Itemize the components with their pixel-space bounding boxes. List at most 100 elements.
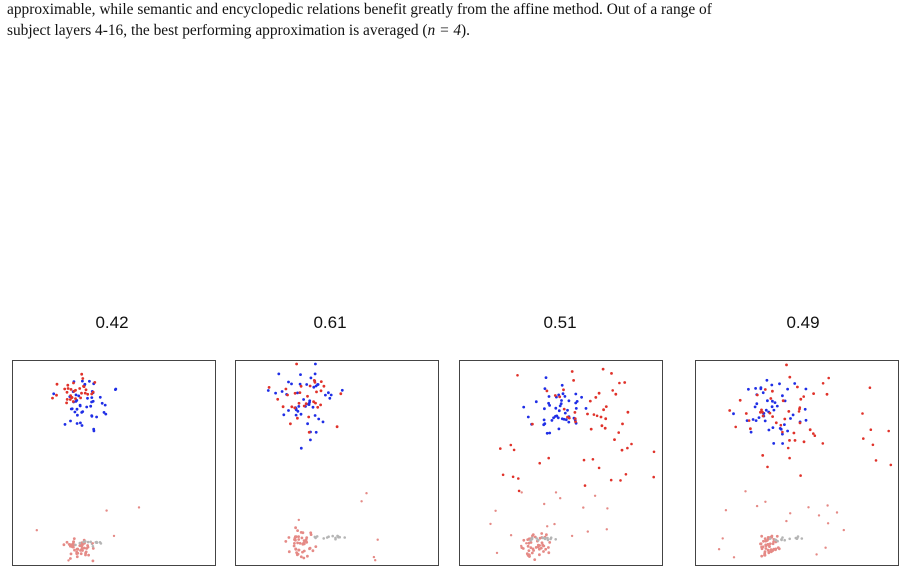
- blue-point: [90, 414, 94, 417]
- blue-point: [287, 380, 290, 384]
- gray-point: [91, 545, 95, 548]
- lower-point: [306, 554, 309, 558]
- red-point: [306, 394, 309, 398]
- blue-point: [297, 405, 301, 408]
- lower-point: [489, 522, 492, 526]
- lower-point: [765, 539, 769, 542]
- lower-point: [82, 546, 86, 550]
- lower-point: [732, 556, 736, 559]
- lower-point: [534, 546, 538, 549]
- red-point: [68, 398, 72, 401]
- lower-point: [302, 556, 306, 560]
- red-point: [308, 384, 312, 388]
- blue-point: [778, 427, 782, 430]
- red-point: [759, 410, 762, 414]
- blue-point: [103, 403, 107, 407]
- red-point: [869, 428, 873, 431]
- lower-point: [763, 537, 767, 540]
- blue-point: [755, 402, 759, 406]
- blue-point: [88, 379, 91, 383]
- red-point: [517, 477, 520, 480]
- red-point: [65, 390, 69, 394]
- blue-point: [78, 404, 82, 408]
- lower-point: [529, 541, 533, 544]
- lower-point: [763, 550, 767, 554]
- blue-point: [584, 407, 588, 410]
- lower-point: [542, 550, 545, 553]
- lower-point: [525, 542, 528, 545]
- scatter-panel-2: [235, 360, 439, 566]
- red-point: [774, 421, 778, 425]
- lower-point: [137, 506, 141, 509]
- lower-point: [305, 540, 309, 544]
- red-point: [589, 427, 593, 431]
- lower-point: [770, 534, 774, 538]
- red-point: [566, 415, 569, 419]
- gray-point: [537, 538, 540, 542]
- red-point: [652, 450, 656, 454]
- lower-point: [538, 547, 541, 551]
- blue-point: [771, 426, 775, 429]
- blue-point: [114, 387, 118, 391]
- blue-point: [314, 362, 317, 366]
- lower-point: [527, 553, 531, 557]
- lower-point: [761, 545, 765, 549]
- red-point: [747, 419, 751, 422]
- lower-point: [294, 526, 297, 530]
- red-point: [307, 430, 311, 434]
- red-point: [799, 397, 803, 401]
- red-point: [545, 389, 549, 393]
- lower-point: [776, 546, 780, 549]
- gray-point: [768, 537, 772, 540]
- red-point: [602, 408, 605, 412]
- blue-point: [305, 383, 309, 386]
- blue-point: [751, 418, 755, 421]
- blue-point: [778, 382, 781, 386]
- red-point: [781, 430, 784, 434]
- red-point: [276, 397, 280, 401]
- red-point: [65, 398, 69, 401]
- red-point: [72, 389, 76, 393]
- red-point: [296, 416, 299, 420]
- red-point: [91, 390, 95, 394]
- blue-point: [563, 411, 567, 415]
- red-point: [322, 384, 326, 388]
- lower-point: [527, 549, 531, 552]
- lower-point: [299, 531, 303, 534]
- blue-point: [296, 391, 299, 395]
- red-point: [66, 387, 70, 390]
- blue-point: [564, 418, 568, 422]
- lower-point: [767, 550, 771, 554]
- lower-point: [606, 507, 609, 510]
- gray-point: [788, 537, 791, 541]
- red-point: [887, 429, 890, 433]
- scatter-plot-4: [717, 363, 893, 559]
- gray-point: [535, 537, 538, 540]
- blue-point: [544, 376, 548, 379]
- lower-point: [775, 534, 779, 538]
- blue-point: [745, 419, 749, 422]
- gray-point: [549, 536, 553, 539]
- blue-point: [772, 442, 776, 445]
- red-point: [72, 381, 75, 385]
- gray-point: [334, 537, 337, 541]
- red-point: [785, 363, 788, 367]
- blue-point: [749, 430, 753, 434]
- red-point: [594, 396, 598, 399]
- lower-point: [298, 541, 302, 545]
- lower-point: [495, 551, 499, 555]
- red-point: [319, 380, 323, 383]
- lower-point: [494, 509, 497, 512]
- lower-point: [760, 534, 764, 538]
- lower-point: [300, 536, 304, 540]
- red-point: [84, 388, 88, 392]
- gray-point: [781, 536, 784, 539]
- blue-point: [548, 404, 551, 407]
- red-point: [582, 458, 586, 462]
- lower-point: [360, 500, 363, 503]
- lower-point: [304, 538, 308, 542]
- blue-point: [290, 382, 293, 386]
- lower-point: [554, 491, 558, 494]
- red-point: [786, 446, 790, 450]
- red-point: [868, 386, 872, 389]
